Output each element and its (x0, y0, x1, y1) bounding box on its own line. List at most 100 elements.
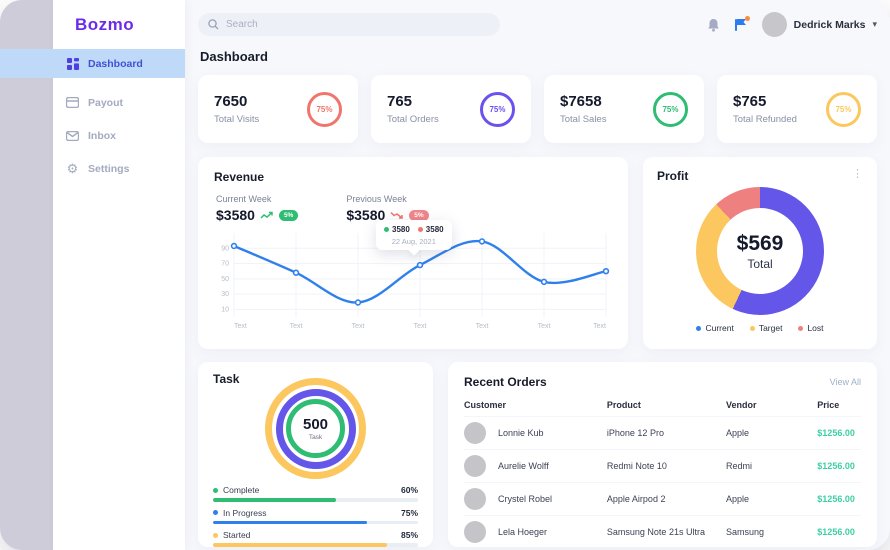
revenue-line-chart: 10 30 50 70 90 Text Text Text Text Text Text Text 3… (214, 220, 612, 338)
sidebar-item-settings[interactable]: ⚙ Settings (0, 154, 185, 183)
task-bars: Complete 60% In Progress 75% Started 85% (213, 485, 418, 547)
search-input[interactable] (226, 19, 490, 30)
current-week-stat: Current Week $3580 5% (216, 194, 299, 223)
customer-name: Lela Hoeger (498, 527, 548, 537)
previous-week-label: Previous Week (346, 194, 407, 204)
current-week-label: Current Week (216, 194, 272, 204)
sidebar-item-dashboard[interactable]: Dashboard (0, 49, 185, 78)
user-avatar (761, 12, 787, 37)
legend-dot-lost (798, 325, 804, 331)
app-logo: Bozmo (75, 15, 135, 34)
stat-ring: 75% (653, 91, 688, 127)
task-ring-inprogress: 500 Task (275, 388, 356, 469)
task-bar: Started 85% (213, 530, 418, 547)
customer-name: Crystel Robel (498, 494, 553, 504)
stat-ring: 75% (826, 91, 861, 127)
task-total-label: Task (308, 434, 323, 441)
task-total-value: 500 (302, 416, 329, 433)
legend-label: Target (758, 323, 783, 333)
legend-dot-target (749, 325, 755, 331)
bar-percent: 85% (400, 530, 418, 540)
task-title: Task (213, 372, 240, 386)
table-row[interactable]: Crystel Robel Apple Airpod 2 Apple $1256… (464, 482, 861, 515)
sidebar-item-inbox[interactable]: Inbox (0, 121, 185, 150)
vendor-cell: Redmi (726, 461, 753, 471)
task-ring-started: 500 Task (265, 378, 366, 479)
customer-name: Lonnie Kub (498, 428, 544, 438)
previous-week-stat: Previous Week $3580 5% (346, 194, 429, 223)
svg-text:30: 30 (221, 291, 229, 298)
svg-text:Text: Text (234, 323, 247, 330)
recent-orders-title: Recent Orders (464, 375, 547, 389)
svg-text:Text: Text (290, 323, 303, 330)
vendor-cell: Samsung (726, 527, 765, 537)
bar-track (213, 520, 418, 524)
recent-orders-card: Recent Orders View All Customer Product … (448, 362, 877, 547)
dashboard-grid-icon (66, 57, 79, 70)
bar-dot (213, 510, 218, 515)
svg-text:Text: Text (352, 323, 365, 330)
column-header: Price (817, 400, 840, 410)
bar-label: Started (223, 530, 251, 540)
user-name: Dedrick Marks (793, 18, 866, 31)
bar-fill (213, 520, 367, 524)
customer-name: Aurelie Wolff (498, 461, 549, 471)
table-row[interactable]: Lonnie Kub iPhone 12 Pro Apple $1256.00 (464, 416, 861, 449)
bar-fill (213, 498, 336, 502)
search-icon (208, 19, 219, 30)
notifications-bell-icon[interactable] (707, 18, 720, 32)
series-dot-red (417, 227, 423, 233)
stat-value: 765 (387, 93, 413, 110)
sidebar-item-payout[interactable]: Payout (0, 88, 185, 117)
current-week-value: $3580 (216, 207, 255, 223)
page-title: Dashboard (200, 49, 268, 64)
user-menu[interactable]: Dedrick Marks ▾ (761, 12, 877, 37)
current-change-badge: 5% (278, 209, 299, 221)
profit-donut-chart: $569 Total (696, 187, 824, 315)
table-row[interactable]: Lela Hoeger Samsung Note 21s Ultra Samsu… (464, 515, 861, 548)
tooltip-value-2: 3580 (425, 225, 444, 235)
task-bar: Complete 60% (213, 485, 418, 502)
bar-percent: 75% (400, 507, 418, 518)
bar-track (213, 498, 418, 502)
bar-dot (213, 487, 218, 493)
legend-dot-current (696, 325, 702, 331)
chart-tooltip: 3580 3580 22 Aug, 2021 (376, 220, 452, 256)
tooltip-date: 22 Aug, 2021 (391, 237, 436, 247)
table-row[interactable]: Aurelie Wolff Redmi Note 10 Redmi $1256.… (464, 449, 861, 482)
stat-card-total-sales: $7658 Total Sales 75% (544, 75, 704, 143)
revenue-card: Revenue Current Week $3580 5% Pre (198, 157, 628, 349)
product-cell: iPhone 12 Pro (606, 428, 664, 438)
stat-value: $7658 (560, 93, 602, 110)
kebab-menu-icon[interactable]: ⋮ (852, 168, 863, 180)
bar-percent: 60% (400, 485, 418, 495)
bar-dot (213, 532, 218, 538)
legend-label: Current (705, 323, 734, 333)
column-header: Customer (464, 400, 507, 410)
vendor-cell: Apple (726, 428, 750, 438)
profit-title: Profit (657, 169, 689, 183)
view-all-link[interactable]: View All (829, 377, 861, 387)
trend-up-icon (260, 211, 274, 220)
svg-text:Text: Text (593, 323, 606, 330)
sidebar: Bozmo Dashboard Payout Inbox ⚙ (0, 0, 185, 550)
search-bar[interactable] (198, 13, 500, 36)
inbox-envelope-icon (66, 129, 79, 142)
orders-table: Customer Product Vendor Price Lonnie Kub… (464, 397, 861, 548)
flag-icon[interactable] (734, 16, 750, 31)
stat-label: Total Orders (387, 114, 439, 125)
stat-value: $765 (733, 93, 767, 110)
product-cell: Redmi Note 10 (606, 461, 667, 471)
tooltip-value-1: 3580 (392, 225, 410, 235)
payout-card-icon (66, 96, 79, 109)
series-dot-green (384, 227, 389, 233)
task-bar: In Progress 75% (213, 507, 418, 524)
svg-text:Text: Text (414, 323, 427, 330)
customer-avatar (464, 422, 486, 444)
sidebar-item-label: Settings (88, 162, 130, 175)
bar-fill (213, 543, 388, 547)
profit-total-value: $569 (736, 231, 784, 255)
column-header: Product (606, 400, 641, 410)
previous-week-value: $3580 (346, 207, 386, 223)
